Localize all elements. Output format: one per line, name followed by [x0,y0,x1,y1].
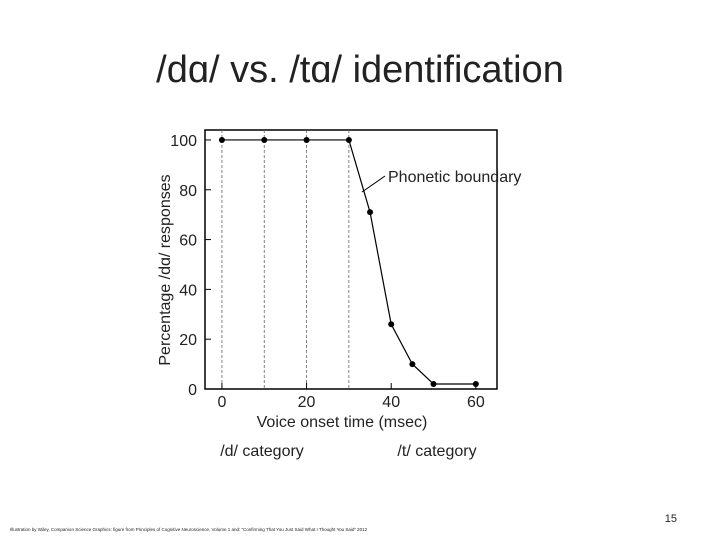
x-tick-label: 40 [382,394,400,411]
y-tick-label: 20 [179,332,197,349]
y-tick-label: 0 [188,382,197,399]
x-axis-label: Voice onset time (msec) [257,414,428,431]
category-label: /t/ category [397,443,476,460]
footnote: Illustration by Wiley, Companion Science… [10,527,368,532]
data-point [409,361,416,368]
data-point [472,381,479,388]
annotation: Phonetic boundary [388,169,521,186]
x-tick-label: 0 [217,394,226,411]
y-tick-label: 80 [179,183,197,200]
y-axis-label: Percentage /dɑ/ responses [157,174,174,365]
data-point [303,136,310,143]
data-point [345,136,352,143]
data-point [388,321,395,328]
x-tick-label: 20 [298,394,316,411]
plot-frame [204,129,498,390]
data-point [218,136,225,143]
y-tick-label: 60 [179,233,197,250]
y-tick-label: 100 [170,133,197,150]
y-tick-label: 40 [179,282,197,299]
data-point [367,209,374,216]
page-number: 15 [665,513,677,525]
annotation-pointer [361,175,386,193]
data-point [430,381,437,388]
slide-title: /dɑ/ vs. /tɑ/ identification [156,49,564,91]
x-tick-label: 60 [467,394,485,411]
category-label: /d/ category [220,443,304,460]
data-point [261,136,268,143]
